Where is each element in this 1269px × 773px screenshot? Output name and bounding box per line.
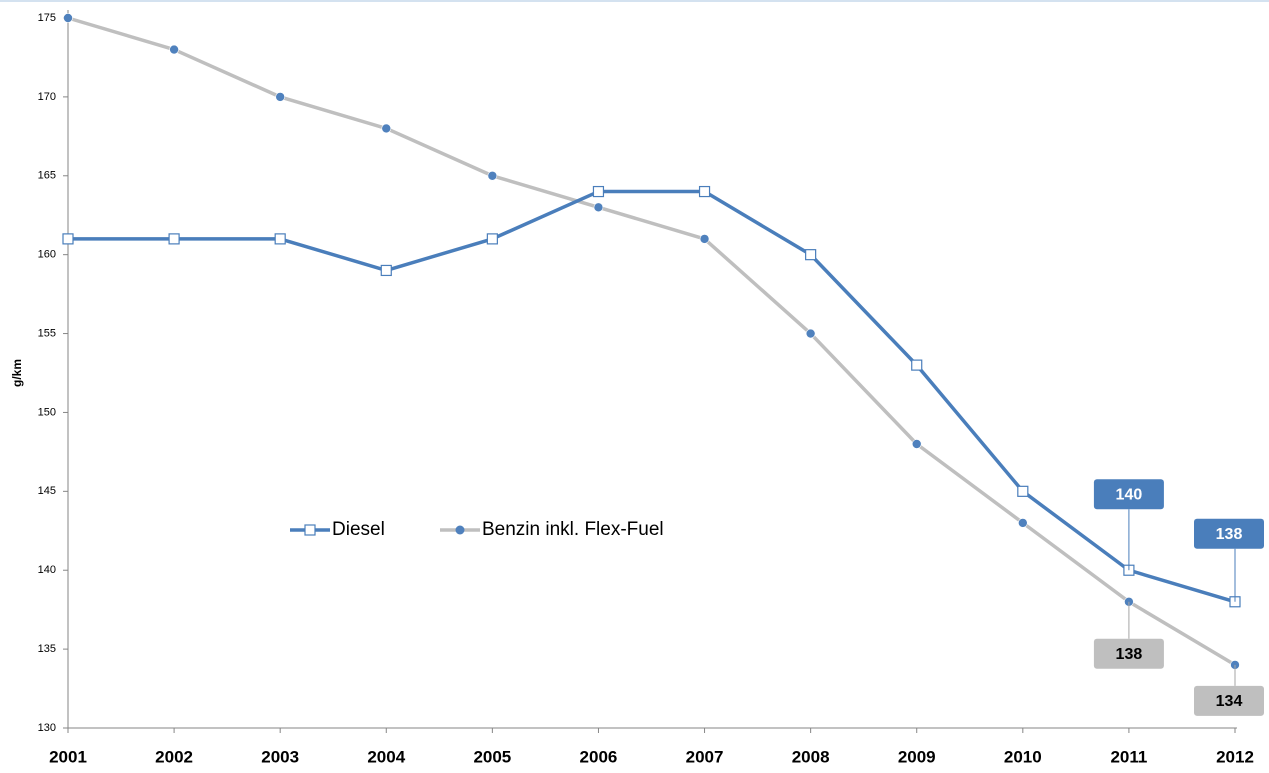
marker <box>274 233 286 245</box>
x-tick-label: 2011 <box>1110 747 1147 766</box>
marker <box>699 234 710 244</box>
y-tick-label: 150 <box>38 406 56 418</box>
x-tick-label: 2002 <box>155 747 193 766</box>
marker <box>169 44 179 55</box>
label-box <box>1194 685 1264 716</box>
y-axis-label: g/km <box>10 359 24 387</box>
marker <box>593 202 604 213</box>
y-tick-label: 145 <box>38 485 56 497</box>
y-tick-label: 160 <box>38 249 56 261</box>
marker <box>381 123 392 134</box>
x-tick-label: 2009 <box>898 747 936 766</box>
y-tick-label: 175 <box>38 12 56 24</box>
y-tick-label: 130 <box>38 722 56 734</box>
x-tick-label: 2007 <box>686 747 724 766</box>
y-tick-label: 155 <box>38 327 56 339</box>
marker <box>63 13 73 23</box>
series-line <box>68 189 1236 604</box>
x-tick-label: 2008 <box>792 747 830 766</box>
legend-marker <box>304 524 316 536</box>
marker <box>487 170 498 181</box>
data-label: 134 <box>1216 693 1243 710</box>
marker <box>805 249 817 261</box>
label-box <box>1093 638 1164 669</box>
y-tick-label: 170 <box>38 91 56 103</box>
y-tick-label: 135 <box>38 643 56 655</box>
marker <box>380 264 392 277</box>
marker <box>592 185 605 198</box>
label-box <box>1093 479 1164 510</box>
legend-label: Benzin inkl. Flex-Fuel <box>482 519 664 540</box>
marker <box>698 185 711 198</box>
marker <box>805 328 816 339</box>
x-tick-label: 2001 <box>49 747 87 766</box>
marker <box>486 233 498 245</box>
x-tick-label: 2010 <box>1004 747 1042 766</box>
marker <box>911 359 923 371</box>
x-tick-label: 2004 <box>367 747 405 766</box>
x-tick-label: 2012 <box>1216 747 1254 766</box>
x-tick-label: 2006 <box>580 747 618 766</box>
x-tick-label: 2005 <box>473 747 511 766</box>
legend-label: Diesel <box>332 519 385 540</box>
marker <box>1017 485 1029 497</box>
series-line <box>67 16 1236 667</box>
data-label: 138 <box>1216 526 1243 543</box>
marker <box>168 233 180 245</box>
marker <box>62 233 74 245</box>
legend-marker <box>455 525 465 535</box>
y-tick-label: 165 <box>38 170 56 182</box>
marker <box>1018 518 1028 528</box>
data-label: 140 <box>1116 486 1143 503</box>
label-box <box>1194 518 1264 549</box>
marker <box>275 92 285 102</box>
x-tick-label: 2003 <box>261 747 299 766</box>
y-tick-label: 140 <box>38 564 56 576</box>
data-label: 138 <box>1116 646 1143 663</box>
marker <box>911 439 922 449</box>
